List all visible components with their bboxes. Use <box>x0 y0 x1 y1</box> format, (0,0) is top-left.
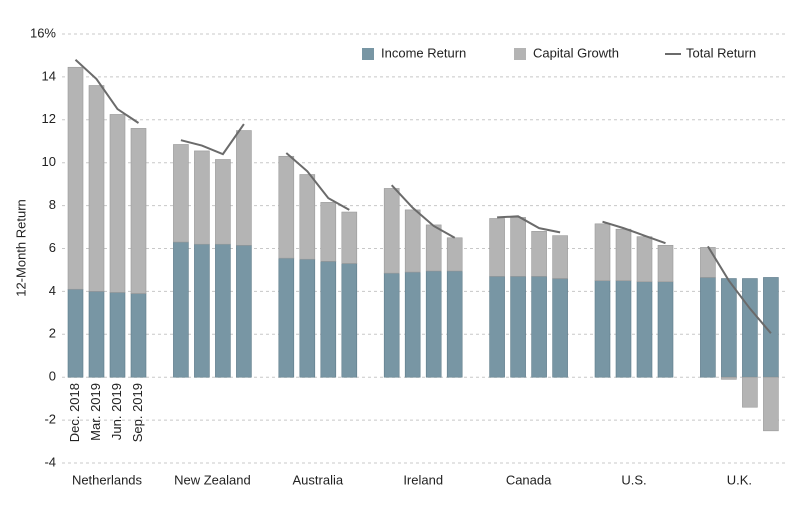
y-tick-label: 2 <box>49 326 56 341</box>
period-label: Mar. 2019 <box>88 383 103 441</box>
bar-segment <box>236 130 252 246</box>
group-label: New Zealand <box>174 472 251 487</box>
group-label: Netherlands <box>72 472 143 487</box>
bar-segment <box>194 243 210 378</box>
bar-segment <box>763 376 779 432</box>
bar-segment <box>510 276 526 378</box>
bar-segment <box>446 270 463 378</box>
bar-segment <box>425 224 442 272</box>
y-tick-label: -2 <box>44 412 56 427</box>
bar-segment <box>341 211 358 264</box>
total-return-line <box>74 59 140 124</box>
y-tick-label: 4 <box>49 283 56 298</box>
total-return-line <box>390 184 456 239</box>
period-label: Dec. 2018 <box>67 383 82 442</box>
y-tick-label: -4 <box>44 454 56 469</box>
bar-segment <box>657 244 674 283</box>
bar-segment <box>278 257 295 378</box>
bar-segment <box>130 293 147 378</box>
bar-segment <box>700 247 716 278</box>
bar-segment <box>88 85 105 292</box>
bar-segment <box>700 277 716 378</box>
period-label: Jun. 2019 <box>109 383 124 440</box>
bar-segment <box>404 209 421 273</box>
bar-segment <box>657 281 674 378</box>
bar-segment <box>88 291 105 378</box>
group-label: Ireland <box>403 472 443 487</box>
bar-segment <box>67 66 84 290</box>
bar-segment <box>320 202 337 262</box>
group-label: U.K. <box>727 472 752 487</box>
bar-segment <box>404 271 421 378</box>
bar-segment <box>215 159 231 245</box>
bar-segment <box>742 278 758 378</box>
y-tick-label: 10 <box>42 154 56 169</box>
legend-label: Income Return <box>381 45 466 60</box>
bar-segment <box>67 288 84 378</box>
bar-segment <box>636 236 653 283</box>
bar-segment <box>173 144 189 243</box>
bar-segment <box>552 235 568 279</box>
group-label: U.S. <box>621 472 646 487</box>
bar-segment <box>109 292 126 378</box>
bar-segment <box>278 155 295 259</box>
bar-segment <box>109 114 126 293</box>
group-label: Canada <box>506 472 552 487</box>
bar-segment <box>742 376 758 408</box>
bar-segment <box>320 261 337 378</box>
bar-segment <box>173 241 189 378</box>
bar-segment <box>531 231 547 277</box>
group-label: Australia <box>293 472 344 487</box>
bar-segment <box>510 217 526 277</box>
bar-segment <box>594 223 611 281</box>
bar-segment <box>299 174 316 260</box>
total-return-line <box>707 245 772 334</box>
bar-segment <box>194 150 210 245</box>
y-tick-label: 8 <box>49 197 56 212</box>
y-tick-label: 16% <box>30 25 56 40</box>
total-return-line <box>497 215 561 234</box>
bar-segment <box>636 281 653 378</box>
bar-segment <box>299 258 316 378</box>
bar-segment <box>721 278 737 378</box>
bar-segment <box>552 278 568 378</box>
bar-segment <box>489 276 505 378</box>
total-return-line <box>602 220 666 245</box>
bar-segment <box>236 244 252 378</box>
bar-segment <box>721 376 737 380</box>
bar-segment <box>341 263 358 378</box>
y-tick-label: 14 <box>42 68 56 83</box>
legend-swatch <box>514 48 526 60</box>
legend-label: Total Return <box>686 45 756 60</box>
bar-segment <box>425 270 442 378</box>
bar-segment <box>594 280 611 378</box>
legend-label: Capital Growth <box>533 45 619 60</box>
y-tick-label: 0 <box>49 369 56 384</box>
bar-segment <box>383 272 400 378</box>
bar-segment <box>615 280 632 378</box>
bar-segment <box>446 237 463 272</box>
y-tick-label: 6 <box>49 240 56 255</box>
legend-swatch <box>362 48 374 60</box>
total-return-line <box>180 123 245 156</box>
bar-segment <box>489 218 505 277</box>
bar-segment <box>615 228 632 281</box>
bar-segment <box>215 243 231 378</box>
y-axis-label: 12-Month Return <box>13 199 28 297</box>
bar-segment <box>130 128 147 294</box>
period-label: Sep. 2019 <box>130 383 145 442</box>
total-return-line <box>285 152 350 211</box>
bar-segment <box>383 188 400 274</box>
y-tick-label: 12 <box>42 111 56 126</box>
bar-segment <box>531 276 547 378</box>
